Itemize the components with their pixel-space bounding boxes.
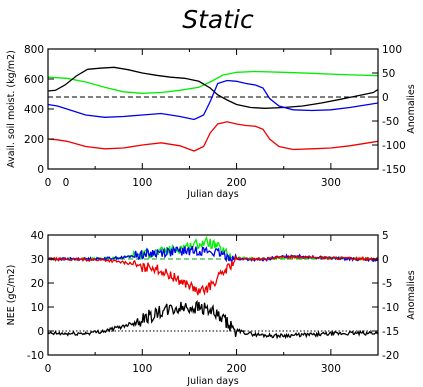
y-right-tick-label: -5 (382, 278, 392, 290)
x-tick-label: 300 (321, 363, 341, 375)
y-right-tick-label: 50 (382, 68, 395, 80)
x-tick-label: 100 (132, 363, 152, 375)
x-axis-label: Julian days (186, 376, 238, 387)
x-tick-label: 300 (321, 177, 341, 189)
x-tick-label: 0 (45, 363, 52, 375)
x-axis-label: Julian days (186, 189, 238, 200)
top-panel: 0 100 200 30000200400600800-150-100-5005010… (6, 44, 417, 200)
y-right-axis-label: Anomalies (406, 84, 417, 134)
y-tick-label: 800 (24, 44, 44, 56)
y-axis-label: Avail. soil moist. (kg/m2) (6, 50, 17, 168)
series-line-2 (48, 79, 378, 121)
y-right-tick-label: -50 (382, 116, 399, 128)
y-right-tick-label: -100 (382, 140, 406, 152)
y-axis-label: NEE (gC/m2) (6, 265, 17, 326)
y-right-tick-label: 0 (382, 254, 389, 266)
x-extra-tick-label: 0 (63, 177, 70, 189)
y-tick-label: 600 (24, 74, 44, 86)
series-line-3 (48, 121, 378, 152)
y-tick-label: 20 (31, 278, 44, 290)
bottom-panel: 0 100 200 300-10010203040-20-15-10-505Julia… (6, 230, 417, 387)
series-line-3 (48, 299, 378, 340)
series-line-0 (48, 70, 378, 94)
y-right-tick-label: -150 (382, 164, 406, 176)
y-right-tick-label: 0 (382, 92, 389, 104)
y-right-tick-label: -10 (382, 302, 399, 314)
y-right-tick-label: -15 (382, 326, 399, 338)
y-tick-label: 0 (37, 164, 44, 176)
y-tick-label: 0 (37, 326, 44, 338)
series-line-1 (48, 66, 378, 109)
plot-frame (47, 234, 379, 356)
plot-frame (47, 48, 379, 170)
y-right-tick-label: 100 (382, 44, 402, 56)
series-line-2 (48, 254, 378, 296)
y-tick-label: 40 (31, 230, 44, 242)
x-tick-label: 200 (227, 363, 247, 375)
y-tick-label: -10 (27, 350, 44, 362)
x-tick-label: 0 (45, 177, 52, 189)
y-tick-label: 200 (24, 134, 44, 146)
x-tick-label: 200 (227, 177, 247, 189)
y-right-tick-label: 5 (382, 230, 389, 242)
y-tick-label: 400 (24, 104, 44, 116)
y-right-axis-label: Anomalies (406, 270, 417, 320)
x-tick-label: 100 (132, 177, 152, 189)
figure-title: Static (182, 5, 254, 34)
y-right-tick-label: -20 (382, 350, 399, 362)
y-tick-label: 10 (31, 302, 44, 314)
y-tick-label: 30 (31, 254, 44, 266)
